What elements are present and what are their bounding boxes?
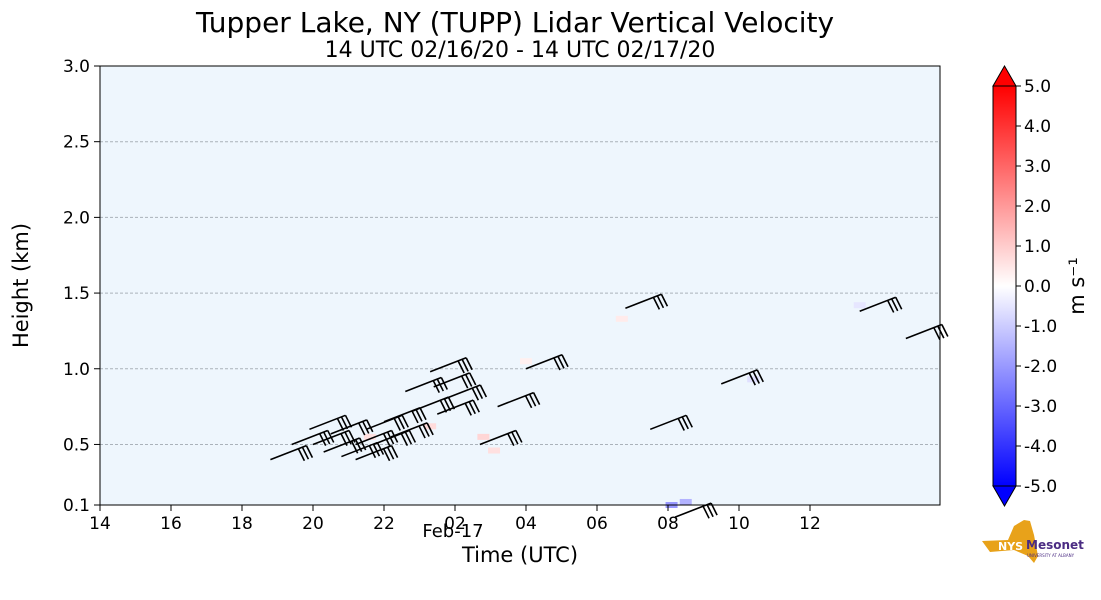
nys-mesonet-logo: NYS Mesonet UNIVERSITY AT ALBANY: [982, 520, 1084, 563]
x-tick-label: 18: [231, 514, 253, 534]
plot-frame: [99, 65, 941, 506]
velocity-patch: [615, 315, 628, 322]
wind-barb: [270, 444, 314, 462]
colorbar-min-extension: [992, 485, 1017, 508]
colorbar-tick-label: 4.0: [1024, 117, 1051, 137]
chart-subtitle: 14 UTC 02/16/20 - 14 UTC 02/17/20: [324, 38, 716, 63]
x-date-label: Feb-17: [422, 521, 483, 542]
wind-barb: [291, 429, 335, 447]
x-axis-label: Time (UTC): [461, 543, 578, 567]
colorbar-tick-label: -3.0: [1024, 397, 1057, 417]
y-tick-label: 2.5: [63, 133, 90, 153]
velocity-patch: [477, 433, 490, 440]
svg-text:Mesonet: Mesonet: [1026, 538, 1084, 552]
wind-barb: [497, 391, 541, 409]
y-tick-label: 0.5: [63, 435, 90, 455]
x-tick-label: 10: [728, 514, 750, 534]
wind-barb: [525, 354, 569, 371]
velocity-patch: [679, 498, 692, 505]
plot-area: [100, 66, 940, 505]
colorbar-tick-label: -4.0: [1024, 437, 1057, 457]
wind-barb: [479, 429, 523, 447]
wind-barb: [355, 444, 399, 462]
wind-barb: [859, 296, 903, 313]
wind-barbs: [270, 293, 949, 519]
velocity-patch: [488, 447, 501, 454]
colorbar-tick-label: 1.0: [1024, 237, 1051, 257]
x-tick-label: 04: [515, 514, 537, 534]
wind-barb: [433, 372, 477, 389]
velocity-patch: [520, 358, 532, 365]
wind-barb: [720, 369, 764, 386]
gridlines: [100, 141, 940, 445]
velocity-patch: [424, 423, 437, 430]
wind-barb: [309, 414, 353, 431]
x-axis: 14 16 18 20 22 02 04 06 08 10 12: [89, 505, 821, 534]
velocity-patch: [363, 433, 376, 440]
wind-barb: [383, 406, 427, 424]
colorbar-tick-label: -2.0: [1024, 357, 1057, 377]
y-axis-label: Height (km): [9, 223, 33, 348]
y-tick-label: 3.0: [63, 57, 90, 77]
y-axis: 0.1 0.5 1.0 1.5 2.0 2.5 3.0: [63, 57, 100, 516]
chart-title: Tupper Lake, NY (TUPP) Lidar Vertical Ve…: [195, 6, 835, 39]
wind-barb: [330, 419, 374, 436]
wind-barb: [341, 441, 385, 459]
x-tick-label: 14: [89, 514, 111, 534]
colorbar-gradient: [992, 85, 1017, 487]
colorbar-label: m s⁻¹: [1065, 257, 1089, 315]
colorbar-tick-label: 0.0: [1024, 277, 1051, 297]
wind-barb: [429, 357, 473, 374]
colorbar-max-extension: [992, 64, 1017, 87]
x-tick-label: 12: [799, 514, 821, 534]
y-tick-label: 2.0: [63, 208, 90, 228]
x-tick-label: 08: [657, 514, 679, 534]
colorbar-tick-label: -1.0: [1024, 317, 1057, 337]
colorbar-tick-label: 3.0: [1024, 157, 1051, 177]
x-tick-label: 06: [586, 514, 608, 534]
colorbar-tick-label: 5.0: [1024, 77, 1051, 97]
x-tick-label: 20: [302, 514, 324, 534]
velocity-patch: [853, 302, 866, 309]
wind-barb: [649, 414, 693, 431]
wind-barb: [905, 323, 949, 341]
wind-barb: [436, 399, 480, 416]
wind-barb: [390, 422, 434, 439]
y-tick-label: 0.1: [63, 496, 90, 516]
x-tick-label: 22: [373, 514, 395, 534]
colorbar: 5.0 4.0 3.0 2.0 1.0 0.0 -1.0 -2.0 -3.0 -4.0 -5.0: [992, 64, 1057, 508]
svg-text:UNIVERSITY AT ALBANY: UNIVERSITY AT ALBANY: [1027, 553, 1075, 558]
colorbar-tick-label: 2.0: [1024, 197, 1051, 217]
wind-barb: [625, 293, 669, 310]
ny-state-shape-icon: [982, 520, 1038, 563]
svg-text:NYS: NYS: [998, 540, 1023, 553]
y-tick-label: 1.5: [63, 284, 90, 304]
x-tick-label: 16: [160, 514, 182, 534]
y-tick-label: 1.0: [63, 360, 90, 380]
x-tick-label: 02: [444, 514, 466, 534]
colorbar-tick-label: -5.0: [1024, 477, 1057, 497]
wind-barb: [444, 384, 488, 401]
